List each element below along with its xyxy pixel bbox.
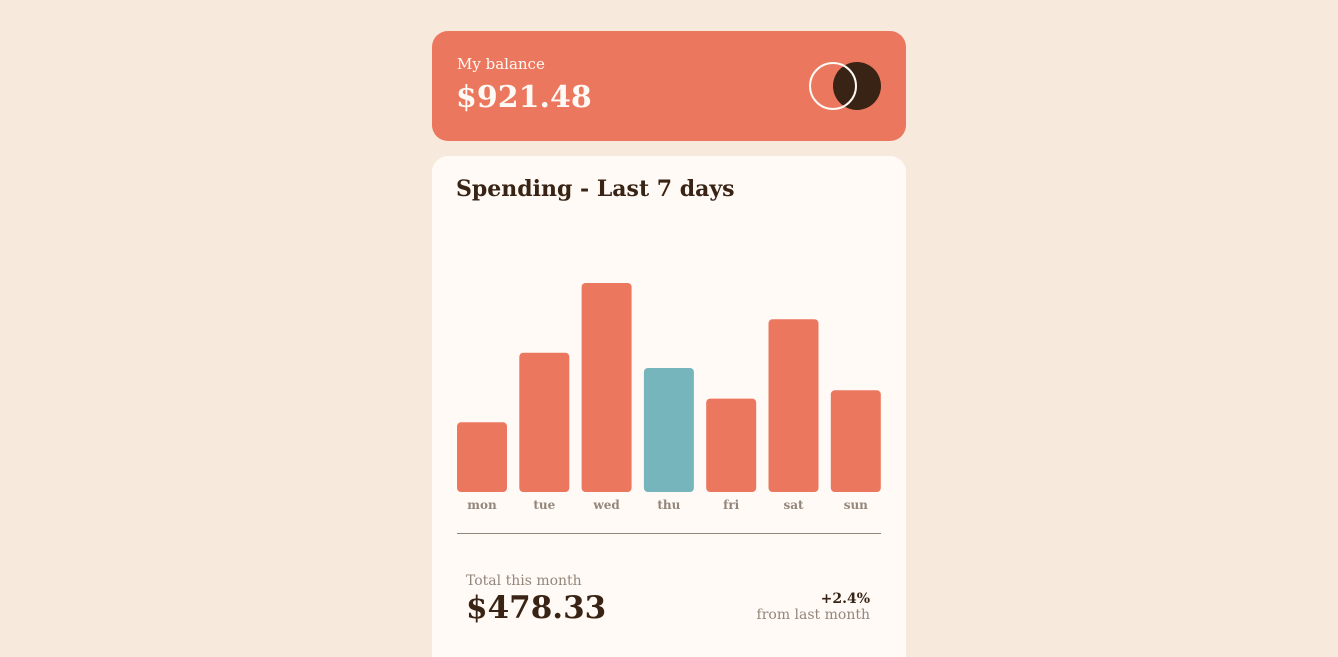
spending-title: Spending - Last 7 days — [456, 176, 735, 202]
day-label-wed: wed — [592, 498, 620, 512]
change-label: from last month — [756, 607, 870, 623]
day-label-fri: fri — [723, 498, 739, 512]
total-label: Total this month — [466, 573, 582, 589]
bar-mon[interactable] — [457, 422, 507, 492]
day-label-sat: sat — [783, 498, 804, 512]
bar-thu[interactable] — [643, 368, 694, 492]
balance-amount: $921.48 — [456, 80, 592, 115]
day-label-mon: mon — [467, 498, 497, 512]
bar-wed[interactable] — [581, 283, 632, 492]
change-value: +2.4% — [820, 591, 870, 607]
circles-logo-icon — [809, 62, 881, 110]
bar-sun[interactable] — [830, 390, 881, 492]
day-label-thu: thu — [657, 498, 680, 512]
bar-sat[interactable] — [768, 319, 819, 492]
day-label-sun: sun — [844, 498, 868, 512]
total-amount: $478.33 — [466, 590, 607, 626]
bar-tue[interactable] — [519, 352, 570, 492]
day-label-tue: tue — [533, 498, 555, 512]
spending-card: Spending - Last 7 days mon tue wed thu fri sa… — [432, 156, 906, 657]
logo-ring-circle — [809, 62, 857, 110]
spending-bar-chart: mon tue wed thu fri sat sun — [457, 283, 881, 512]
balance-label: My balance — [457, 55, 545, 73]
bar-fri[interactable] — [706, 398, 757, 492]
divider — [457, 533, 881, 534]
balance-card: My balance $921.48 — [432, 31, 906, 141]
